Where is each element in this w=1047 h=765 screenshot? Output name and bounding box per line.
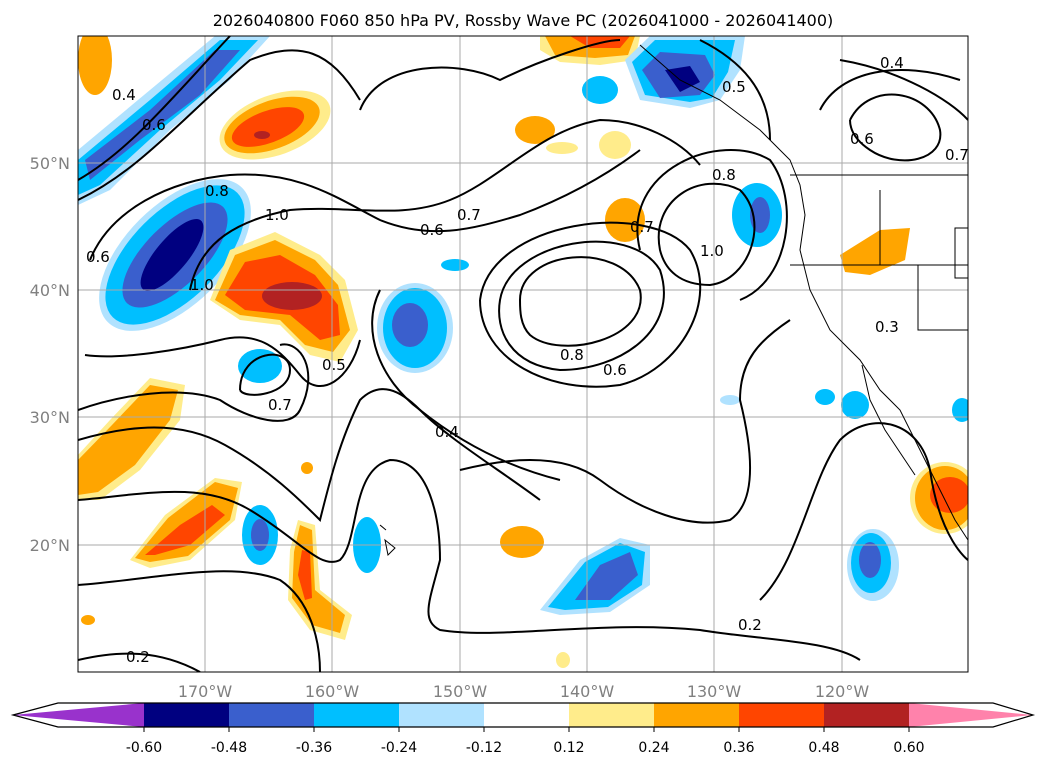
negative-anomaly-small bbox=[238, 349, 282, 383]
contour-label: 0.6 bbox=[86, 248, 110, 266]
lat-label: 50°N bbox=[30, 154, 70, 173]
colorbar-tick-label: 0.12 bbox=[553, 740, 584, 756]
colorbar-segment bbox=[739, 703, 825, 727]
contour-label: 0.6 bbox=[850, 130, 874, 148]
positive-anomaly-small bbox=[515, 116, 555, 144]
lon-label: 120°W bbox=[815, 682, 870, 701]
colorbar-tick-label: -0.12 bbox=[466, 740, 502, 756]
contour-labels: 0.4 0.6 0.8 1.0 0.6 1.0 0.6 0.7 0.5 0.7 … bbox=[86, 54, 969, 666]
negative-anomaly-small bbox=[582, 76, 618, 104]
contour-label: 0.6 bbox=[142, 116, 166, 134]
lat-label: 20°N bbox=[30, 536, 70, 555]
colorbar-segment bbox=[144, 703, 230, 727]
contour-label: 0.2 bbox=[126, 648, 150, 666]
pv-contours bbox=[78, 36, 968, 672]
contour-label: 0.4 bbox=[112, 86, 136, 104]
positive-anomaly-nw bbox=[219, 90, 331, 160]
colorbar bbox=[10, 702, 1036, 732]
lon-label: 170°W bbox=[178, 682, 233, 701]
contour-label: 0.7 bbox=[457, 206, 481, 224]
lat-tick-labels: 50°N 40°N 30°N 20°N bbox=[30, 154, 70, 555]
coastlines bbox=[379, 44, 968, 557]
colorbar-tick-label: -0.24 bbox=[381, 740, 417, 756]
contour-label: 0.7 bbox=[630, 218, 654, 236]
colorbar-tick-label: 0.36 bbox=[723, 740, 754, 756]
colorbar-tick-label: 0.60 bbox=[893, 740, 924, 756]
colorbar-tick-label: -0.60 bbox=[126, 740, 162, 756]
colorbar-tick-label: -0.48 bbox=[211, 740, 247, 756]
contour-label: 0.5 bbox=[322, 356, 346, 374]
contour-label: 0.8 bbox=[712, 166, 736, 184]
map-area: 0.4 0.6 0.8 1.0 0.6 1.0 0.6 0.7 0.5 0.7 … bbox=[78, 36, 969, 672]
positive-anomaly-165w bbox=[210, 232, 358, 362]
contour-label: 0.6 bbox=[603, 361, 627, 379]
positive-anomaly-mexico bbox=[910, 462, 968, 534]
contour-label: 1.0 bbox=[265, 206, 289, 224]
negative-anomaly-140w bbox=[540, 538, 650, 615]
contour-label: 0.4 bbox=[880, 54, 904, 72]
map-frame bbox=[77, 35, 969, 673]
negative-anomaly-165w-south bbox=[242, 505, 278, 565]
positive-anomaly-small bbox=[605, 198, 645, 242]
pv-shading bbox=[78, 36, 968, 668]
colorbar-outline bbox=[10, 702, 1036, 728]
figure-title: 2026040800 F060 850 hPa PV, Rossby Wave … bbox=[213, 11, 834, 30]
lon-label: 160°W bbox=[305, 682, 360, 701]
lat-label: 40°N bbox=[30, 281, 70, 300]
colorbar-tick-label: 0.24 bbox=[638, 740, 669, 756]
negative-anomaly-155w bbox=[377, 283, 453, 373]
contour-label: 0.8 bbox=[560, 346, 584, 364]
colorbar-tick-label: 0.48 bbox=[808, 740, 839, 756]
positive-anomaly-small bbox=[840, 228, 910, 275]
colorbar-segment bbox=[399, 703, 485, 727]
contour-label: 0.2 bbox=[738, 616, 762, 634]
lon-tick-labels: 170°W 160°W 150°W 140°W 130°W 120°W bbox=[178, 682, 870, 701]
contour-label: 0.4 bbox=[435, 423, 459, 441]
contour-label: 0.7 bbox=[945, 146, 969, 164]
contour-label: 0.7 bbox=[268, 396, 292, 414]
colorbar-extend-min bbox=[13, 703, 144, 727]
negative-anomaly-se bbox=[847, 529, 899, 601]
colorbar-segment bbox=[484, 703, 570, 727]
colorbar-tick-label: -0.36 bbox=[296, 740, 332, 756]
colorbar-extend-max bbox=[909, 703, 1033, 727]
contour-label: 1.0 bbox=[700, 242, 724, 260]
positive-anomaly-175w bbox=[78, 378, 185, 500]
lon-label: 140°W bbox=[560, 682, 615, 701]
gridlines bbox=[78, 36, 968, 672]
lon-label: 150°W bbox=[433, 682, 488, 701]
colorbar-tick-labels: -0.60 -0.48 -0.36 -0.24 -0.12 0.12 0.24 … bbox=[126, 740, 925, 756]
negative-anomaly-alaska bbox=[625, 36, 745, 108]
contour-label: 0.3 bbox=[875, 318, 899, 336]
negative-anomaly-130w bbox=[732, 183, 782, 247]
colorbar-segment bbox=[569, 703, 655, 727]
contour-label: 0.8 bbox=[205, 182, 229, 200]
colorbar-segment bbox=[314, 703, 400, 727]
contour-label: 0.5 bbox=[722, 78, 746, 96]
colorbar-segment bbox=[654, 703, 740, 727]
colorbar-segment bbox=[229, 703, 315, 727]
positive-anomaly-small bbox=[500, 526, 544, 558]
lon-label: 130°W bbox=[687, 682, 742, 701]
contour-label: 1.0 bbox=[190, 276, 214, 294]
lat-label: 30°N bbox=[30, 408, 70, 427]
colorbar-segment bbox=[824, 703, 910, 727]
contour-label: 0.6 bbox=[420, 221, 444, 239]
